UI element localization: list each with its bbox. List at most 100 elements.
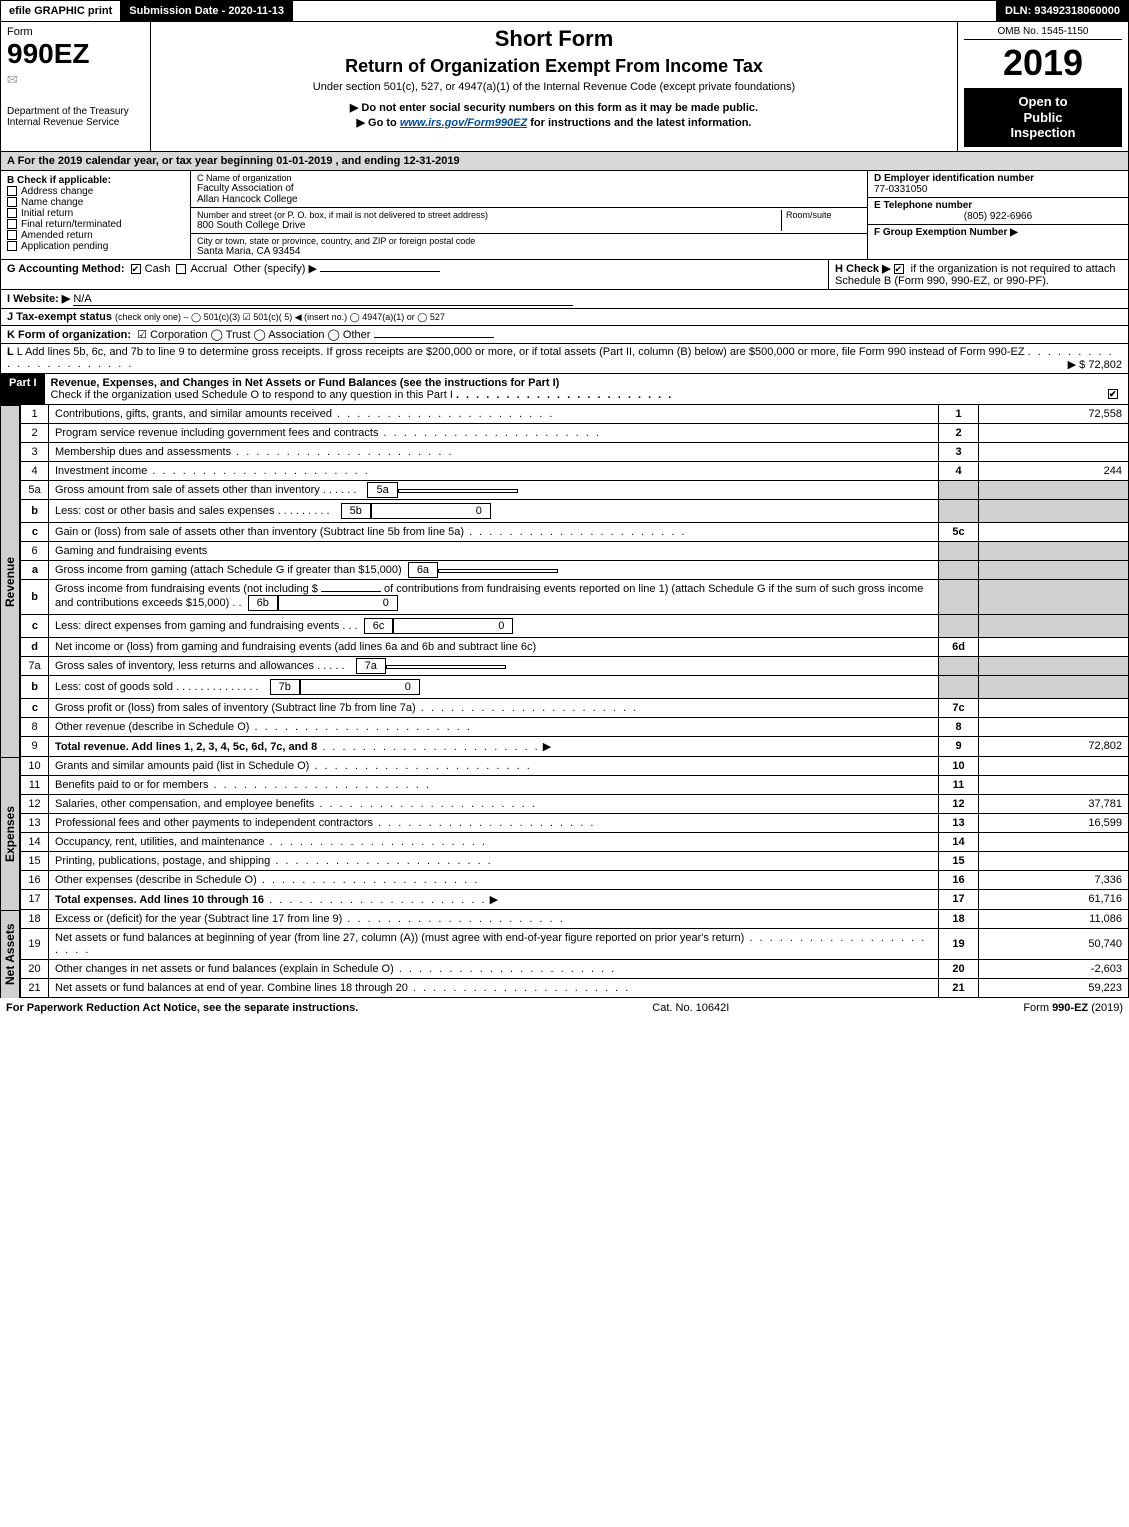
- chk-final-return[interactable]: Final return/terminated: [7, 219, 184, 230]
- line-6c: cLess: direct expenses from gaming and f…: [21, 614, 1129, 637]
- expenses-section: Expenses 10Grants and similar amounts pa…: [0, 757, 1129, 910]
- box-c: C Name of organization Faculty Associati…: [191, 171, 868, 259]
- line-6b: bGross income from fundraising events (n…: [21, 579, 1129, 614]
- net-assets-section: Net Assets 18Excess or (deficit) for the…: [0, 910, 1129, 998]
- city-state-zip: Santa Maria, CA 93454: [197, 246, 861, 257]
- goto-suffix: for instructions and the latest informat…: [530, 117, 751, 129]
- chk-name-change[interactable]: Name change: [7, 197, 184, 208]
- chk-schedule-o[interactable]: [1108, 389, 1118, 399]
- line-17: 17Total expenses. Add lines 10 through 1…: [21, 889, 1129, 909]
- line-7a: 7aGross sales of inventory, less returns…: [21, 656, 1129, 675]
- short-form-title: Short Form: [157, 26, 951, 52]
- l-text: L Add lines 5b, 6c, and 7b to line 9 to …: [17, 346, 1025, 358]
- line-15: 15Printing, publications, postage, and s…: [21, 851, 1129, 870]
- footer-left: For Paperwork Reduction Act Notice, see …: [6, 1002, 358, 1014]
- line-3: 3Membership dues and assessments3: [21, 442, 1129, 461]
- line-7c: cGross profit or (loss) from sales of in…: [21, 698, 1129, 717]
- tab-net-assets: Net Assets: [0, 910, 20, 998]
- header-right: OMB No. 1545-1150 2019 Open to Public In…: [958, 22, 1128, 151]
- top-bar: efile GRAPHIC print Submission Date - 20…: [0, 0, 1129, 22]
- i-label: I Website: ▶: [7, 293, 70, 305]
- chk-initial-return[interactable]: Initial return: [7, 208, 184, 219]
- e-label: E Telephone number: [874, 200, 1122, 211]
- submission-date: Submission Date - 2020-11-13: [121, 1, 293, 21]
- net-assets-table: 18Excess or (deficit) for the year (Subt…: [20, 910, 1129, 998]
- line-5c: cGain or (loss) from sale of assets othe…: [21, 522, 1129, 541]
- addr-label: Number and street (or P. O. box, if mail…: [197, 210, 781, 220]
- org-name-2: Allan Hancock College: [197, 194, 861, 205]
- return-title: Return of Organization Exempt From Incom…: [157, 56, 951, 77]
- line-1: 1Contributions, gifts, grants, and simil…: [21, 405, 1129, 424]
- h-label: H Check ▶: [835, 263, 891, 275]
- efile-print-button[interactable]: efile GRAPHIC print: [1, 1, 121, 21]
- g-other-input[interactable]: [320, 271, 440, 272]
- line-11: 11Benefits paid to or for members11: [21, 775, 1129, 794]
- line-12: 12Salaries, other compensation, and empl…: [21, 794, 1129, 813]
- tax-year-big: 2019: [964, 42, 1122, 84]
- open-line1: Open to: [968, 94, 1118, 110]
- part1-check-line: Check if the organization used Schedule …: [51, 389, 453, 401]
- line-14: 14Occupancy, rent, utilities, and mainte…: [21, 832, 1129, 851]
- revenue-section: Revenue 1Contributions, gifts, grants, a…: [0, 405, 1129, 757]
- chk-address-change[interactable]: Address change: [7, 186, 184, 197]
- dept-label: Department of the Treasury: [7, 106, 144, 117]
- form-header: Form 990EZ 🖂 Department of the Treasury …: [0, 22, 1129, 152]
- page-footer: For Paperwork Reduction Act Notice, see …: [0, 998, 1129, 1018]
- phone-value: (805) 922-6966: [874, 211, 1122, 222]
- website-value: N/A: [73, 293, 573, 306]
- line-10: 10Grants and similar amounts paid (list …: [21, 757, 1129, 776]
- dln-label: DLN: 93492318060000: [997, 1, 1128, 21]
- row-gh: G Accounting Method: Cash Accrual Other …: [0, 260, 1129, 290]
- line-18: 18Excess or (deficit) for the year (Subt…: [21, 910, 1129, 929]
- 6b-blank[interactable]: [321, 591, 381, 592]
- chk-application-pending[interactable]: Application pending: [7, 241, 184, 252]
- line-6: 6Gaming and fundraising events: [21, 541, 1129, 560]
- irs-link[interactable]: www.irs.gov/Form990EZ: [400, 117, 527, 129]
- open-line2: Public: [968, 110, 1118, 126]
- irs-label: Internal Revenue Service: [7, 117, 144, 128]
- line-5b: bLess: cost or other basis and sales exp…: [21, 499, 1129, 522]
- line-2: 2Program service revenue including gover…: [21, 423, 1129, 442]
- chk-accrual[interactable]: [176, 264, 186, 274]
- c-label: C Name of organization: [197, 173, 861, 183]
- d-label: D Employer identification number: [874, 173, 1122, 184]
- subtitle: Under section 501(c), 527, or 4947(a)(1)…: [157, 81, 951, 93]
- line-20: 20Other changes in net assets or fund ba…: [21, 959, 1129, 978]
- revenue-table: 1Contributions, gifts, grants, and simil…: [20, 405, 1129, 757]
- chk-h[interactable]: [894, 264, 904, 274]
- ein-value: 77-0331050: [874, 184, 1122, 195]
- topbar-spacer: [293, 1, 997, 21]
- line-a-tax-year: A For the 2019 calendar year, or tax yea…: [0, 152, 1129, 171]
- open-line3: Inspection: [968, 125, 1118, 141]
- part1-header-row: Part I Revenue, Expenses, and Changes in…: [0, 374, 1129, 405]
- line-16: 16Other expenses (describe in Schedule O…: [21, 870, 1129, 889]
- k-other-input[interactable]: [374, 337, 494, 338]
- box-def: D Employer identification number 77-0331…: [868, 171, 1128, 259]
- row-k: K Form of organization: ☑ Corporation ◯ …: [0, 326, 1129, 344]
- line-4: 4Investment income4244: [21, 461, 1129, 480]
- form-code: 990EZ: [7, 38, 144, 70]
- footer-right: Form 990-EZ (2019): [1023, 1002, 1123, 1014]
- box-g: G Accounting Method: Cash Accrual Other …: [1, 260, 828, 289]
- header-left: Form 990EZ 🖂 Department of the Treasury …: [1, 22, 151, 151]
- chk-cash[interactable]: [131, 264, 141, 274]
- expenses-table: 10Grants and similar amounts paid (list …: [20, 757, 1129, 910]
- header-mid: Short Form Return of Organization Exempt…: [151, 22, 958, 151]
- f-label: F Group Exemption Number ▶: [874, 227, 1122, 238]
- j-options: (check only one) ‒ ◯ 501(c)(3) ☑ 501(c)(…: [115, 312, 445, 322]
- row-i: I Website: ▶ N/A: [0, 290, 1129, 309]
- line-19: 19Net assets or fund balances at beginni…: [21, 928, 1129, 959]
- box-b: B Check if applicable: Address change Na…: [1, 171, 191, 259]
- goto-prefix: ▶ Go to: [357, 117, 400, 129]
- section-bcdef: B Check if applicable: Address change Na…: [0, 171, 1129, 260]
- form-word: Form: [7, 26, 144, 38]
- row-l: L L Add lines 5b, 6c, and 7b to line 9 t…: [0, 344, 1129, 374]
- tab-expenses: Expenses: [0, 757, 20, 910]
- chk-amended-return[interactable]: Amended return: [7, 230, 184, 241]
- omb-label: OMB No. 1545-1150: [964, 26, 1122, 40]
- org-name-1: Faculty Association of: [197, 183, 861, 194]
- k-options: ☑ Corporation ◯ Trust ◯ Association ◯ Ot…: [137, 329, 370, 341]
- footer-mid: Cat. No. 10642I: [652, 1002, 729, 1014]
- goto-line: ▶ Go to www.irs.gov/Form990EZ for instru…: [157, 116, 951, 129]
- room-label: Room/suite: [786, 210, 861, 220]
